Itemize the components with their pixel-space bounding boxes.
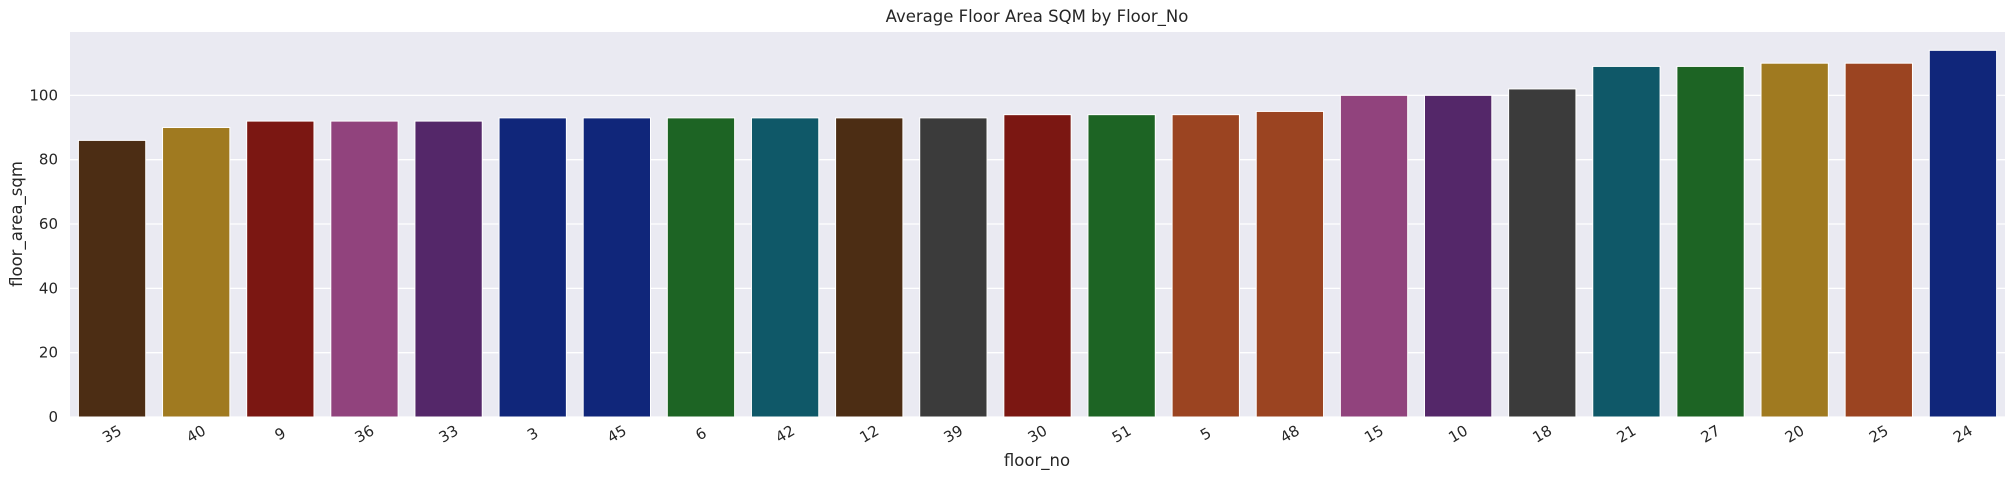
bars bbox=[77, 49, 1998, 418]
y-axis-label: floor_area_sqm bbox=[7, 161, 27, 287]
y-tick-label: 40 bbox=[39, 279, 58, 297]
bar-9 bbox=[246, 120, 315, 418]
y-tick-label: 80 bbox=[39, 151, 58, 169]
bar-5 bbox=[1171, 114, 1240, 418]
x-tick-label: 30 bbox=[1025, 421, 1051, 446]
bar-6 bbox=[666, 117, 736, 418]
y-tick-labels: 0 20 40 60 80 100 bbox=[29, 86, 58, 426]
bar-33 bbox=[414, 120, 483, 418]
bar-48 bbox=[1255, 110, 1325, 418]
x-tick-label: 48 bbox=[1277, 421, 1303, 446]
x-tick-label: 24 bbox=[1950, 421, 1976, 446]
bar-3 bbox=[498, 117, 567, 418]
x-tick-label: 20 bbox=[1782, 421, 1808, 446]
x-tick-label: 12 bbox=[856, 421, 882, 446]
x-tick-label: 35 bbox=[99, 421, 125, 446]
y-tick-label: 60 bbox=[39, 215, 58, 233]
bar-35 bbox=[77, 139, 147, 418]
bar-24 bbox=[1928, 49, 1998, 418]
x-tick-labels: 35 40 9 36 33 3 45 6 42 12 39 30 51 5 48 15 10 18 21 27 20 25… bbox=[99, 421, 1975, 446]
x-tick-label: 33 bbox=[436, 421, 462, 446]
bar-30 bbox=[1003, 114, 1072, 418]
x-tick-label: 10 bbox=[1445, 421, 1471, 446]
bar-27 bbox=[1676, 65, 1745, 418]
y-tick-label: 20 bbox=[39, 344, 58, 362]
bar-10 bbox=[1424, 94, 1493, 418]
bar-40 bbox=[162, 127, 231, 418]
x-tick-label: 51 bbox=[1109, 421, 1135, 446]
bar-25 bbox=[1844, 62, 1913, 418]
x-tick-label: 39 bbox=[941, 421, 967, 446]
x-tick-label: 42 bbox=[772, 421, 798, 446]
x-tick-label: 9 bbox=[272, 424, 289, 444]
x-tick-label: 21 bbox=[1614, 421, 1640, 446]
x-tick-label: 25 bbox=[1866, 421, 1892, 446]
bar-15 bbox=[1339, 94, 1409, 418]
x-tick-label: 27 bbox=[1698, 421, 1724, 446]
bar-45 bbox=[582, 117, 652, 418]
bar-51 bbox=[1087, 114, 1156, 418]
x-tick-label: 36 bbox=[352, 421, 378, 446]
x-tick-label: 6 bbox=[692, 424, 709, 444]
bar-12 bbox=[835, 117, 904, 418]
chart-title: Average Floor Area SQM by Floor_No bbox=[886, 7, 1189, 27]
x-axis-label: floor_no bbox=[1004, 451, 1070, 471]
x-tick-label: 3 bbox=[524, 424, 541, 444]
x-tick-label: 5 bbox=[1197, 424, 1214, 444]
x-tick-label: 40 bbox=[183, 421, 209, 446]
x-tick-label: 45 bbox=[604, 421, 630, 446]
x-tick-label: 18 bbox=[1530, 421, 1556, 446]
bar-18 bbox=[1508, 88, 1577, 418]
x-tick-label: 15 bbox=[1361, 421, 1387, 446]
bar-20 bbox=[1760, 62, 1829, 418]
bar-39 bbox=[919, 117, 988, 418]
y-tick-label: 100 bbox=[29, 86, 58, 104]
bar-21 bbox=[1592, 65, 1661, 418]
bar-36 bbox=[330, 120, 399, 418]
bar-42 bbox=[750, 117, 820, 418]
y-tick-label: 0 bbox=[48, 408, 58, 426]
